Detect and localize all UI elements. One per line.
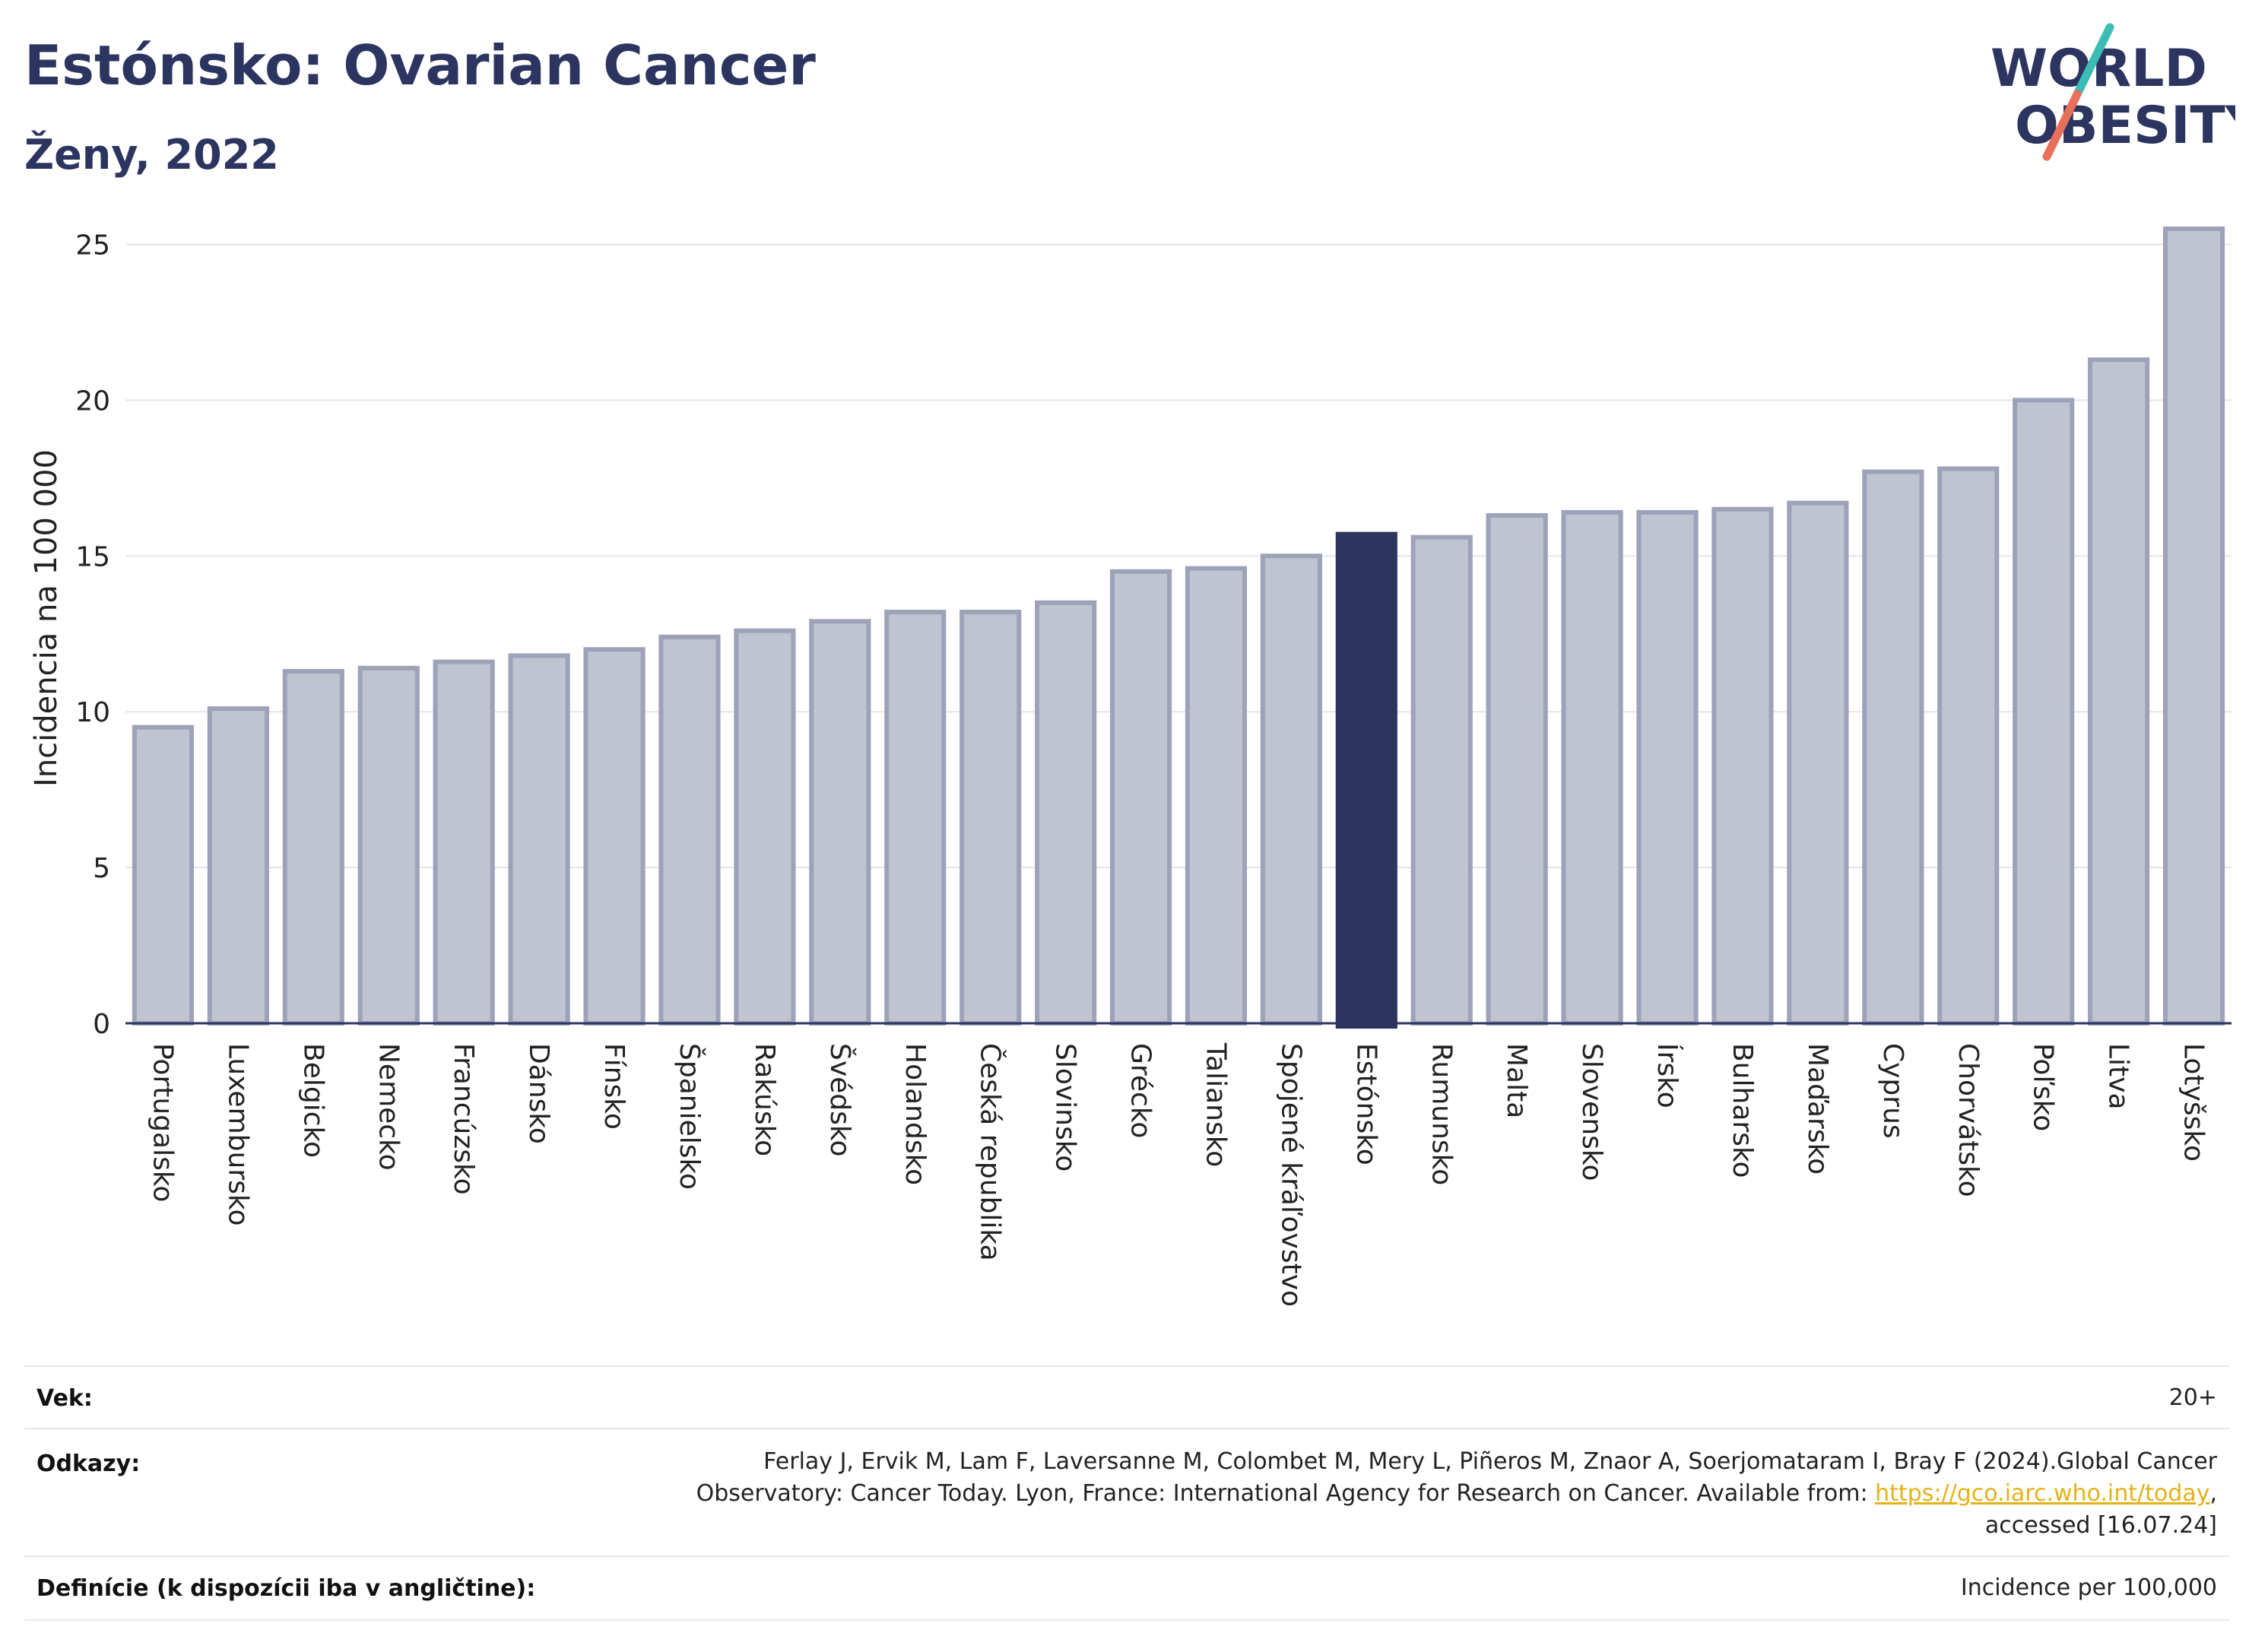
x-tick-label: Litva — [2103, 1043, 2134, 1110]
y-tick-label: 25 — [75, 230, 110, 261]
bar — [1636, 509, 1699, 1026]
x-tick-label: Slovensko — [1576, 1043, 1607, 1181]
y-tick-label: 15 — [75, 541, 110, 572]
bar — [1185, 566, 1248, 1026]
y-axis-ticks: 0 5 10 15 20 25 — [75, 230, 110, 1040]
x-tick-label: Dánsko — [523, 1043, 554, 1144]
references-line-2-text: Observatory: Cancer Today. Lyon, France:… — [696, 1480, 1876, 1507]
references-text: Ferlay J, Ervik M, Lam F, Laversanne M, … — [316, 1446, 2217, 1542]
bar — [1937, 466, 2000, 1026]
x-tick-label: Fínsko — [598, 1043, 630, 1130]
references-link[interactable]: https://gco.iarc.who.int/today — [1875, 1480, 2210, 1507]
bar — [1787, 500, 1849, 1026]
x-axis-labels: Portugalsko Luxembursko Belgicko Nemecko Fra… — [147, 1042, 2209, 1307]
footer-row-definitions: Definície (k dispozícii iba v angličtine… — [24, 1555, 2229, 1621]
bar — [433, 659, 495, 1026]
definitions-label: Definície (k dispozícii iba v angličtine… — [36, 1575, 536, 1602]
x-tick-label: Lotyšsko — [2178, 1043, 2209, 1162]
bar — [658, 634, 721, 1026]
x-tick-label: Írsko — [1651, 1043, 1683, 1108]
age-value: 20+ — [2168, 1384, 2217, 1411]
x-tick-label: Malta — [1501, 1043, 1532, 1118]
x-tick-label: Cyprus — [1877, 1043, 1908, 1139]
chart-title: Estónsko: Ovarian Cancer — [24, 33, 816, 97]
bar — [1260, 553, 1322, 1026]
x-tick-label: Švédsko — [824, 1043, 856, 1157]
bar — [357, 665, 420, 1026]
logo-slash-teal — [2073, 23, 2114, 99]
bar — [508, 653, 570, 1026]
x-tick-label: Grécko — [1125, 1043, 1156, 1138]
bar — [734, 628, 796, 1026]
bar — [2013, 398, 2075, 1026]
y-tick-label: 5 — [93, 853, 110, 884]
x-tick-label: Spojené kráľovstvo — [1275, 1043, 1306, 1307]
bar-highlighted — [1335, 531, 1397, 1029]
references-comma: , — [2209, 1480, 2217, 1507]
bar — [1561, 509, 1623, 1026]
chart-subtitle: Ženy, 2022 — [24, 131, 279, 179]
x-tick-label: Poľsko — [2028, 1043, 2059, 1131]
y-axis-title: Incidencia na 100 000 — [29, 449, 64, 787]
x-tick-label: Španielsko — [674, 1043, 706, 1190]
bar — [809, 619, 871, 1026]
references-line-2: Observatory: Cancer Today. Lyon, France:… — [316, 1478, 2217, 1510]
x-tick-label: Slovinsko — [1050, 1043, 1081, 1172]
bar — [583, 647, 646, 1026]
age-label: Vek: — [36, 1385, 93, 1412]
x-tick-label: Rumunsko — [1426, 1043, 1457, 1185]
x-tick-label: Maďarsko — [1802, 1043, 1833, 1175]
bar — [1035, 600, 1097, 1026]
bar — [282, 668, 344, 1026]
references-line-3: accessed [16.07.24] — [1984, 1512, 2217, 1539]
bars — [132, 226, 2225, 1029]
bar — [1486, 513, 1548, 1026]
x-tick-label: Estónsko — [1350, 1043, 1381, 1165]
bar — [2162, 226, 2225, 1026]
references-label: Odkazy: — [36, 1451, 141, 1477]
x-tick-label: Bulharsko — [1727, 1043, 1758, 1178]
bar — [207, 706, 269, 1026]
x-tick-label: Holandsko — [899, 1043, 931, 1185]
x-tick-label: Chorvátsko — [1952, 1043, 1984, 1197]
y-tick-label: 10 — [75, 697, 110, 728]
x-tick-label: Portugalsko — [147, 1043, 178, 1202]
x-tick-label: Francúzsko — [448, 1043, 479, 1195]
x-tick-label: Taliansko — [1200, 1042, 1231, 1167]
y-tick-label: 20 — [75, 385, 110, 417]
bar — [960, 610, 1022, 1026]
y-tick-label: 0 — [93, 1009, 110, 1040]
world-obesity-logo: WORLD OBESITY — [1990, 23, 2235, 161]
bar — [2088, 357, 2150, 1026]
footer-row-references: Odkazy: Ferlay J, Ervik M, Lam F, Lavers… — [24, 1428, 2229, 1557]
references-line-1: Ferlay J, Ervik M, Lam F, Laversanne M, … — [763, 1448, 2217, 1475]
x-tick-label: Česká republika — [975, 1043, 1007, 1261]
x-tick-label: Nemecko — [373, 1043, 404, 1171]
x-tick-label: Rakúsko — [749, 1043, 780, 1156]
footer-row-age: Vek: 20+ — [24, 1365, 2229, 1429]
bar — [1109, 569, 1172, 1026]
bar-chart: 0 5 10 15 20 25 Portugalsko Luxembursko Belgick… — [29, 226, 2232, 1307]
bar — [1711, 506, 1774, 1026]
x-tick-label: Belgicko — [297, 1043, 328, 1158]
bar — [1862, 469, 1924, 1026]
bar — [884, 610, 947, 1026]
logo-slash-coral — [2042, 90, 2082, 161]
x-tick-label: Luxembursko — [222, 1043, 253, 1226]
bar — [1410, 534, 1473, 1026]
bar — [132, 725, 195, 1026]
definitions-value: Incidence per 100,000 — [1960, 1574, 2217, 1601]
